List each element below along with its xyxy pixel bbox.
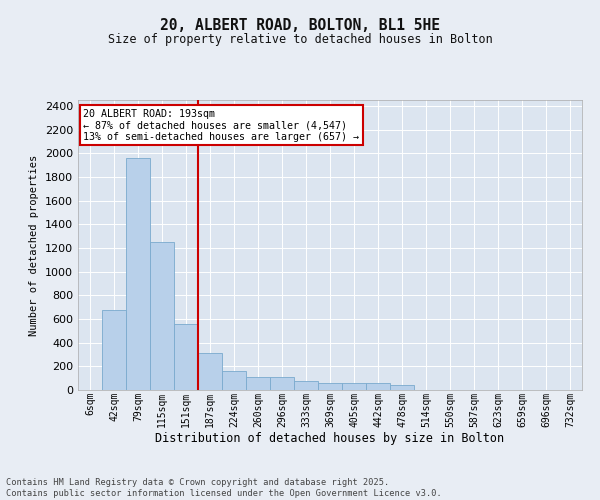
Bar bbox=[270, 377, 294, 390]
Text: Size of property relative to detached houses in Bolton: Size of property relative to detached ho… bbox=[107, 32, 493, 46]
Bar bbox=[294, 380, 318, 390]
X-axis label: Distribution of detached houses by size in Bolton: Distribution of detached houses by size … bbox=[155, 432, 505, 445]
Text: 20 ALBERT ROAD: 193sqm
← 87% of detached houses are smaller (4,547)
13% of semi-: 20 ALBERT ROAD: 193sqm ← 87% of detached… bbox=[83, 108, 359, 142]
Bar bbox=[174, 324, 198, 390]
Bar bbox=[342, 384, 366, 390]
Bar bbox=[366, 384, 390, 390]
Bar bbox=[126, 158, 150, 390]
Bar bbox=[222, 371, 246, 390]
Bar bbox=[102, 310, 126, 390]
Y-axis label: Number of detached properties: Number of detached properties bbox=[29, 154, 40, 336]
Bar bbox=[198, 354, 222, 390]
Bar bbox=[150, 242, 174, 390]
Text: Contains HM Land Registry data © Crown copyright and database right 2025.
Contai: Contains HM Land Registry data © Crown c… bbox=[6, 478, 442, 498]
Bar bbox=[246, 377, 270, 390]
Text: 20, ALBERT ROAD, BOLTON, BL1 5HE: 20, ALBERT ROAD, BOLTON, BL1 5HE bbox=[160, 18, 440, 32]
Bar bbox=[318, 383, 342, 390]
Bar bbox=[390, 386, 414, 390]
